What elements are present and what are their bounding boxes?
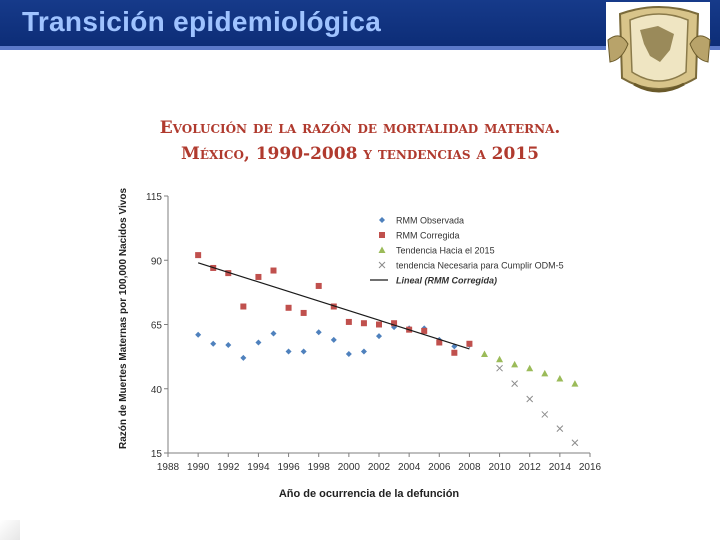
point-series-2 [436,339,443,346]
point-series-4 [541,411,549,418]
y-tick-label: 90 [151,256,163,267]
header-divider [0,46,720,50]
point-series-2 [255,273,262,280]
point-series-2 [466,340,473,347]
legend-swatch [379,232,385,238]
point-series-1 [360,348,367,355]
x-tick-label: 1990 [187,462,210,473]
point-series-3 [511,360,519,368]
point-series-2 [285,304,292,311]
point-series-4 [526,395,534,403]
point-series-2 [195,252,202,259]
point-series-1 [270,330,277,337]
x-tick-label: 1994 [247,462,270,473]
legend-entry: Lineal (RMM Corregida) [396,276,497,286]
x-tick-label: 2010 [488,462,511,473]
chart-title: Evolución de la razón de mortalidad mate… [159,118,561,138]
x-tick-label: 2000 [338,462,361,473]
point-series-2 [270,267,277,274]
point-series-3 [571,380,579,387]
header-bar [0,0,720,46]
point-series-3 [526,364,534,372]
point-series-2 [240,303,247,310]
point-series-1 [195,331,202,338]
point-series-1 [330,336,337,343]
point-series-4 [571,439,579,447]
y-tick-label: 115 [146,192,162,203]
point-series-2 [391,320,398,327]
legend-swatch [379,217,385,223]
legend-entry: Tendencia Hacia el 2015 [396,246,495,256]
point-series-2 [345,318,352,325]
legend-swatch [378,246,386,253]
point-series-3 [496,355,504,363]
x-tick-label: 2006 [428,462,451,473]
university-seal-icon [606,2,711,98]
scatter-chart: 115 90 65 40 15 1988 1990 1992 1994 1996 1998 2000 2… [118,188,602,500]
y-axis-label: Razón de Muertes Maternas por 100,000 Na… [118,188,129,449]
point-series-2 [315,282,322,289]
point-series-4 [556,425,564,432]
point-series-1 [210,340,217,347]
x-tick-label: 1988 [157,462,180,473]
legend-entry: tendencia Necesaria para Cumplir ODM-5 [396,261,564,271]
point-series-2 [360,320,367,327]
chart-subtitle: México, 1990-2008 y tendencias a 2015 [181,144,539,164]
point-series-1 [300,348,307,355]
x-tick-label: 2004 [398,462,421,473]
point-series-2 [421,327,428,334]
x-tick-label: 2012 [519,462,542,473]
point-series-3 [481,350,488,358]
point-series-1 [345,351,352,358]
legend-entry: RMM Corregida [396,231,460,241]
x-tick-label: 2002 [368,462,391,473]
point-series-2 [451,349,458,356]
x-tick-label: 2008 [458,462,481,473]
slide-corner-shadow [0,520,20,540]
point-series-1 [255,339,262,346]
y-tick-label: 15 [151,449,163,460]
point-series-4 [511,380,518,387]
trendline-rmm-corregida [197,262,470,350]
point-series-1 [315,329,322,336]
point-series-1 [285,348,292,355]
point-series-1 [225,342,232,349]
point-series-3 [556,374,564,382]
point-series-2 [330,303,337,310]
y-tick-label: 65 [151,321,163,332]
x-tick-label: 1998 [308,462,331,473]
point-series-1 [376,333,382,340]
page-title: Transición epidemiológica [22,6,382,37]
x-axis-label: Año de ocurrencia de la defunción [279,488,460,500]
x-tick-label: 1996 [277,462,300,473]
point-series-3 [541,369,549,377]
y-tick-label: 40 [151,385,163,396]
legend-swatch [378,261,386,269]
point-series-1 [240,354,247,361]
x-tick-label: 2016 [579,462,602,473]
point-series-2 [300,309,307,316]
point-series-4 [496,364,503,372]
x-tick-label: 2014 [549,462,572,473]
point-series-2 [376,321,382,328]
point-series-2 [225,270,232,277]
x-tick-label: 1992 [217,462,240,473]
legend-entry: RMM Observada [396,216,464,226]
